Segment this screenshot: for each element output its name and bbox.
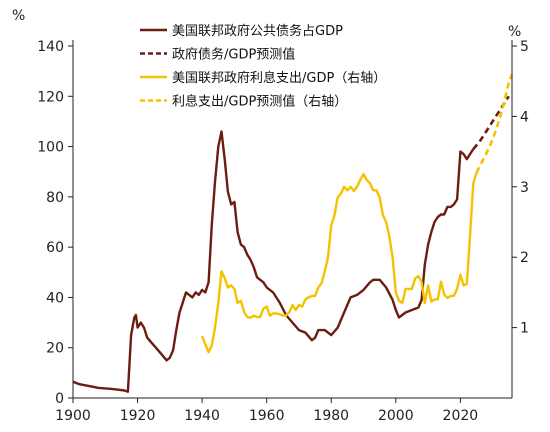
series-line-4 <box>475 73 514 174</box>
legend-label-2: 政府债务/GDP预测值 <box>172 47 295 63</box>
y-left-unit-label: % <box>12 8 25 24</box>
axes: 1900 1920 1940 1960 1980 2000 2020 0 20 40 60 80 100… <box>12 8 529 424</box>
x-tick-label: 1900 <box>55 408 91 424</box>
y-left-tick-label: 120 <box>37 89 64 105</box>
series-line-3 <box>200 172 478 354</box>
y-right-tick-label: 1 <box>520 321 529 337</box>
y-left-tick-label: 0 <box>55 391 64 407</box>
y-right-tick-label: 2 <box>520 250 529 266</box>
x-tick-label: 1940 <box>184 408 220 424</box>
y-left-tick-label: 140 <box>37 39 64 55</box>
y-left-tick-label: 100 <box>37 140 64 156</box>
y-left-tick-label: 60 <box>46 240 64 256</box>
x-tick-label: 1980 <box>313 408 349 424</box>
legend-label-3: 美国联邦政府利息支出/GDP（右轴） <box>172 70 386 86</box>
x-tick-label: 2000 <box>378 408 414 424</box>
legend-label-4: 利息支出/GDP预测值（右轴） <box>172 94 347 110</box>
plot-lines <box>72 73 514 393</box>
y-right-tick-label: 5 <box>520 39 529 55</box>
y-right-tick-label: 4 <box>520 109 529 125</box>
series-line-1 <box>72 130 475 393</box>
y-right-unit-label: % <box>508 24 521 40</box>
y-left-tick-label: 20 <box>46 341 64 357</box>
x-tick-label: 1960 <box>249 408 285 424</box>
series-line-2 <box>472 95 510 150</box>
x-tick-label: 2020 <box>443 408 479 424</box>
legend-label-1: 美国联邦政府公共债务占GDP <box>172 23 343 39</box>
y-left-tick-label: 80 <box>46 190 64 206</box>
x-tick-label: 1920 <box>120 408 156 424</box>
legend: 美国联邦政府公共债务占GDP 政府债务/GDP预测值美国联邦政府利息支出/GDP（… <box>140 23 386 110</box>
y-right-tick-label: 3 <box>520 180 529 196</box>
y-left-tick-label: 40 <box>46 290 64 306</box>
